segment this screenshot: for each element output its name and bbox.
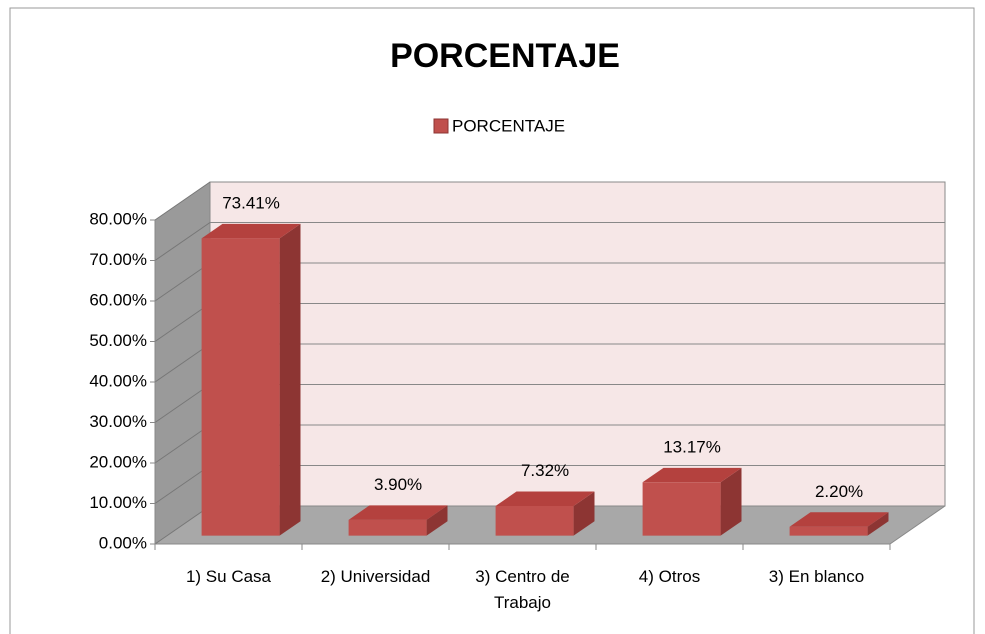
grid-line-side [154, 181, 211, 221]
bar-side [867, 512, 889, 536]
bar-top [789, 512, 889, 527]
bar [495, 505, 574, 536]
bar-top [495, 491, 595, 506]
value-label: 73.41% [222, 193, 280, 212]
y-tick-label: 80.00% [89, 209, 147, 228]
y-tick-label: 70.00% [89, 250, 147, 269]
grid-line-side [154, 343, 211, 383]
x-tick-label: 3) Centro de Trabajo [475, 567, 570, 612]
bar [642, 482, 721, 536]
y-tick-label: 0.00% [99, 533, 147, 552]
chart-title: PORCENTAJE [390, 37, 620, 75]
bar [789, 526, 868, 536]
x-tick-label: 3) En blanco [768, 567, 865, 586]
y-tick-label: 60.00% [89, 290, 147, 309]
bar-side [720, 467, 742, 536]
y-tick-label: 10.00% [89, 493, 147, 512]
x-axis-depth [889, 505, 946, 545]
y-tick-label: 40.00% [89, 371, 147, 390]
bar-top [642, 467, 742, 483]
legend-label: PORCENTAJE [452, 116, 565, 135]
y-tick-label: 50.00% [89, 331, 147, 350]
value-label: 7.32% [521, 461, 569, 480]
x-tick-label: 1) Su Casa [185, 567, 272, 586]
value-label: 3.90% [374, 475, 422, 494]
grid-line-side [154, 262, 211, 302]
bar [201, 238, 280, 536]
grid-line-side [154, 424, 211, 464]
bar-side [279, 223, 301, 536]
x-tick-label: 4) Otros [638, 567, 701, 586]
legend-swatch [433, 118, 449, 134]
value-label: 2.20% [815, 482, 863, 501]
grid-line-side [154, 384, 211, 423]
y-tick-label: 20.00% [89, 452, 147, 471]
grid-line-side [154, 505, 211, 545]
y-tick-label: 30.00% [89, 412, 147, 431]
bar-top [348, 505, 448, 520]
bar-side [573, 491, 595, 536]
grid-line-side [154, 465, 211, 504]
bar-top [201, 223, 301, 239]
bar-side [426, 505, 448, 536]
grid-line-side [154, 222, 211, 261]
value-label: 13.17% [663, 437, 721, 456]
grid-line-side [154, 303, 211, 342]
x-tick-label: 2) Universidad [320, 567, 431, 586]
bar [348, 519, 427, 536]
